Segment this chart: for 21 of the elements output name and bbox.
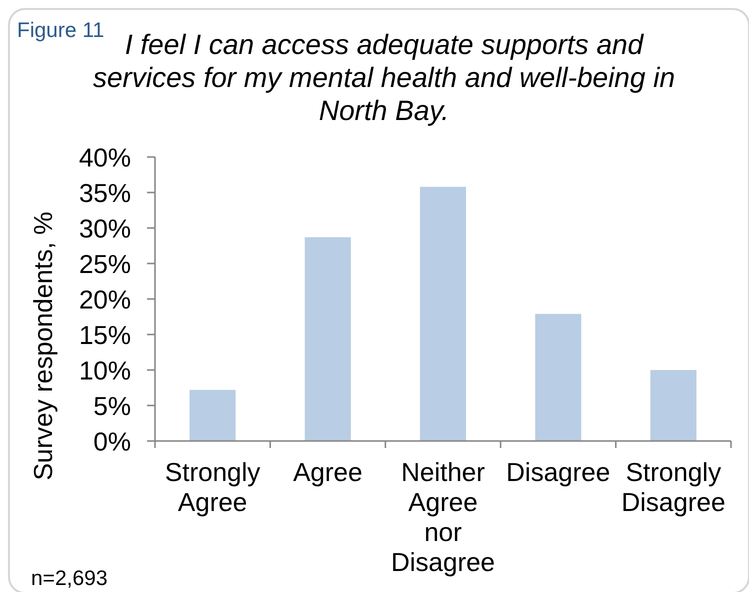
y-tick-label: 5% [93, 390, 131, 421]
text: n=2,693 [31, 567, 108, 590]
x-tick-label: Strongly Agree [164, 457, 260, 517]
bar [420, 186, 466, 441]
bar [535, 314, 582, 441]
y-tick-label: 20% [78, 284, 131, 314]
bar [190, 390, 236, 441]
y-axis-title: Survey respondents, % [28, 212, 58, 480]
x-tick-label: Disagree [506, 457, 610, 487]
y-tick-label: 35% [78, 178, 131, 208]
y-tick-label: 0% [93, 426, 131, 456]
y-tick-label: 10% [78, 355, 131, 386]
y-tick-label: 15% [78, 320, 131, 350]
x-tick-label: Neither Agree nor Disagree [390, 457, 496, 577]
y-tick-label: 25% [78, 248, 131, 279]
x-tick-label: Agree [293, 457, 362, 487]
bar [650, 370, 696, 441]
x-tick-label: Strongly Disagree [621, 457, 726, 517]
y-tick-label: 40% [78, 142, 131, 172]
y-tick-label: 30% [78, 213, 131, 244]
bar [304, 237, 351, 441]
